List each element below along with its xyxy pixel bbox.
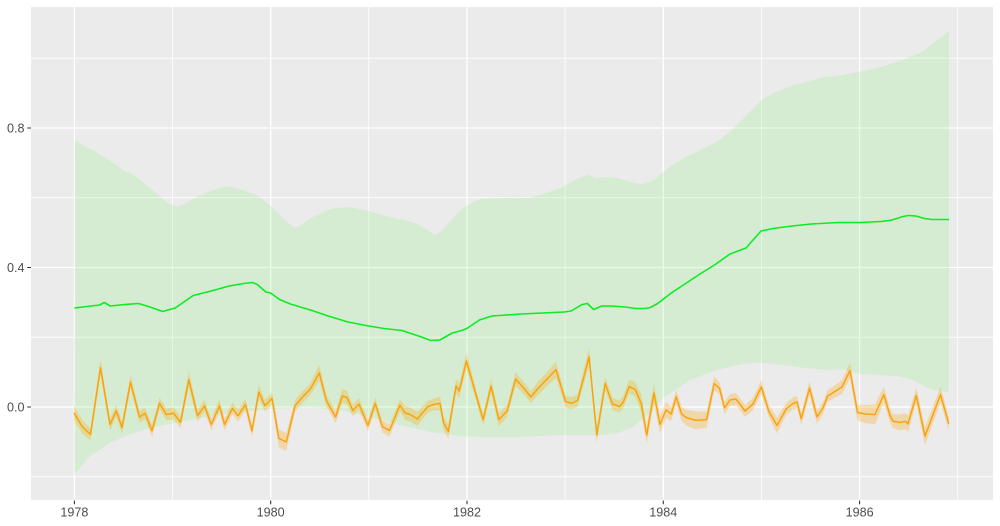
svg-text:1984: 1984 <box>649 506 677 520</box>
svg-text:1986: 1986 <box>846 506 874 520</box>
svg-text:1978: 1978 <box>60 506 88 520</box>
svg-text:1980: 1980 <box>257 506 285 520</box>
svg-text:0.8: 0.8 <box>7 122 25 136</box>
svg-text:1982: 1982 <box>453 506 481 520</box>
svg-text:0.4: 0.4 <box>7 261 25 275</box>
svg-text:0.0: 0.0 <box>7 401 25 415</box>
